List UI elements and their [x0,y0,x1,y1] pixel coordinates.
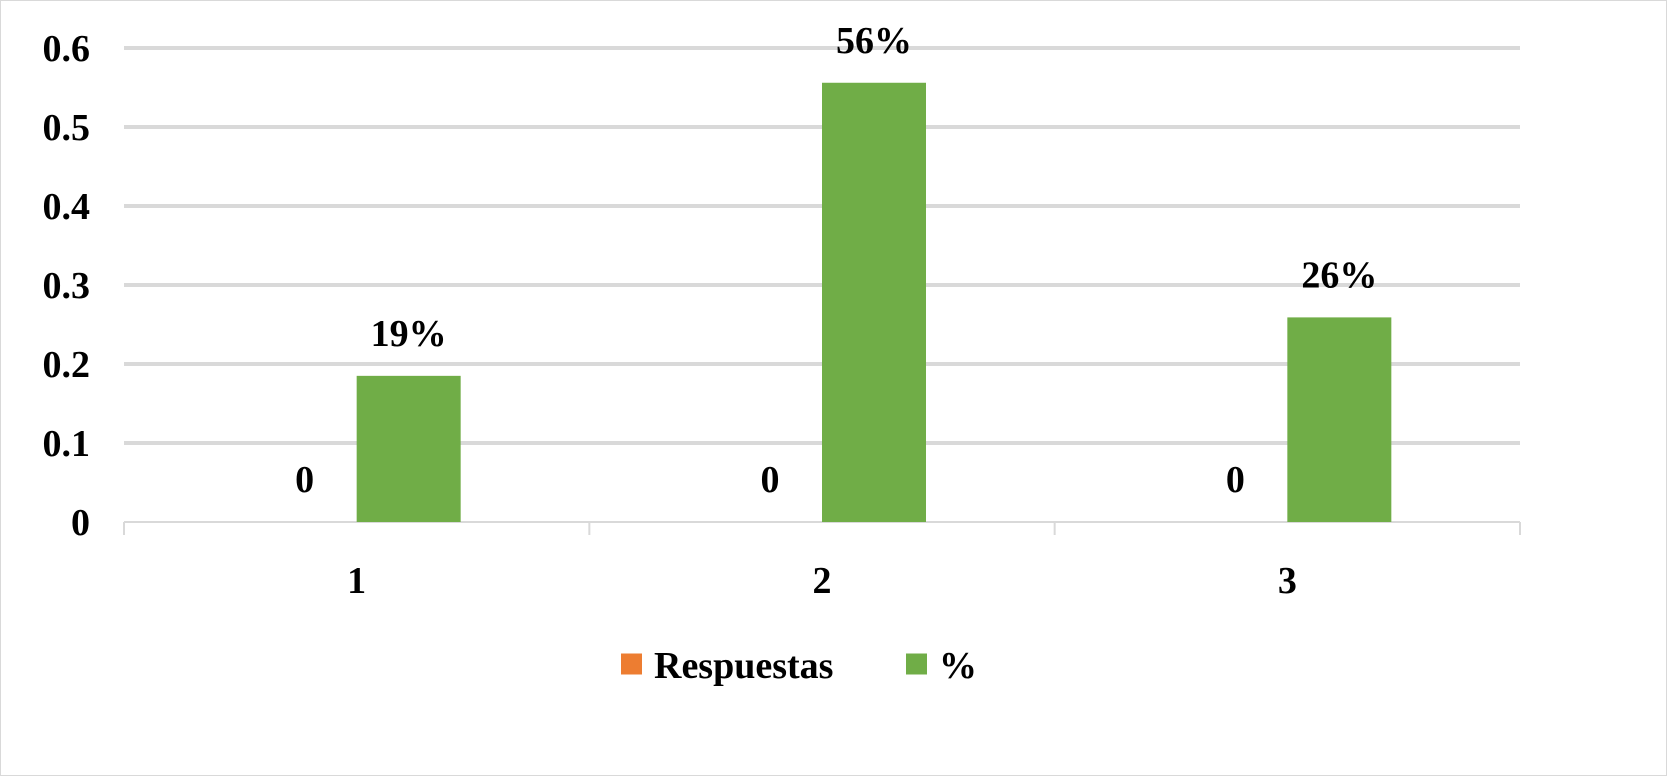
x-tick-label: 3 [1278,560,1297,602]
data-label: 19% [371,313,447,355]
bar-percent-3 [1287,317,1392,522]
legend-label: Respuestas [654,645,833,687]
y-tick-label: 0 [71,502,90,544]
y-tick-label: 0.1 [43,423,91,465]
data-label: 0 [295,459,314,501]
y-tick-label: 0.2 [43,344,91,386]
y-tick-label: 0.6 [43,28,91,70]
y-tick-label: 0.3 [43,265,91,307]
bar-percent-1 [356,375,461,522]
legend-swatch [621,653,642,675]
y-tick-label: 0.5 [43,107,91,149]
data-label: 0 [761,459,780,501]
legend-label: % [939,645,977,687]
y-axis-tick-labels: 0 0.1 0.2 0.3 0.4 0.5 0.6 [43,28,91,544]
data-label: 0 [1226,459,1245,501]
data-labels: 0 0 0 19% 56% 26% [295,20,1377,501]
legend: Respuestas% [621,645,977,687]
y-tick-label: 0.4 [43,186,91,228]
x-tick-label: 2 [813,560,832,602]
bars [356,82,1392,522]
x-tick-label: 1 [347,560,366,602]
data-label: 26% [1301,254,1377,296]
x-axis: 1 2 3 [123,521,1521,602]
bar-percent-2 [822,82,926,522]
data-label: 56% [836,20,912,62]
legend-swatch [906,653,927,675]
